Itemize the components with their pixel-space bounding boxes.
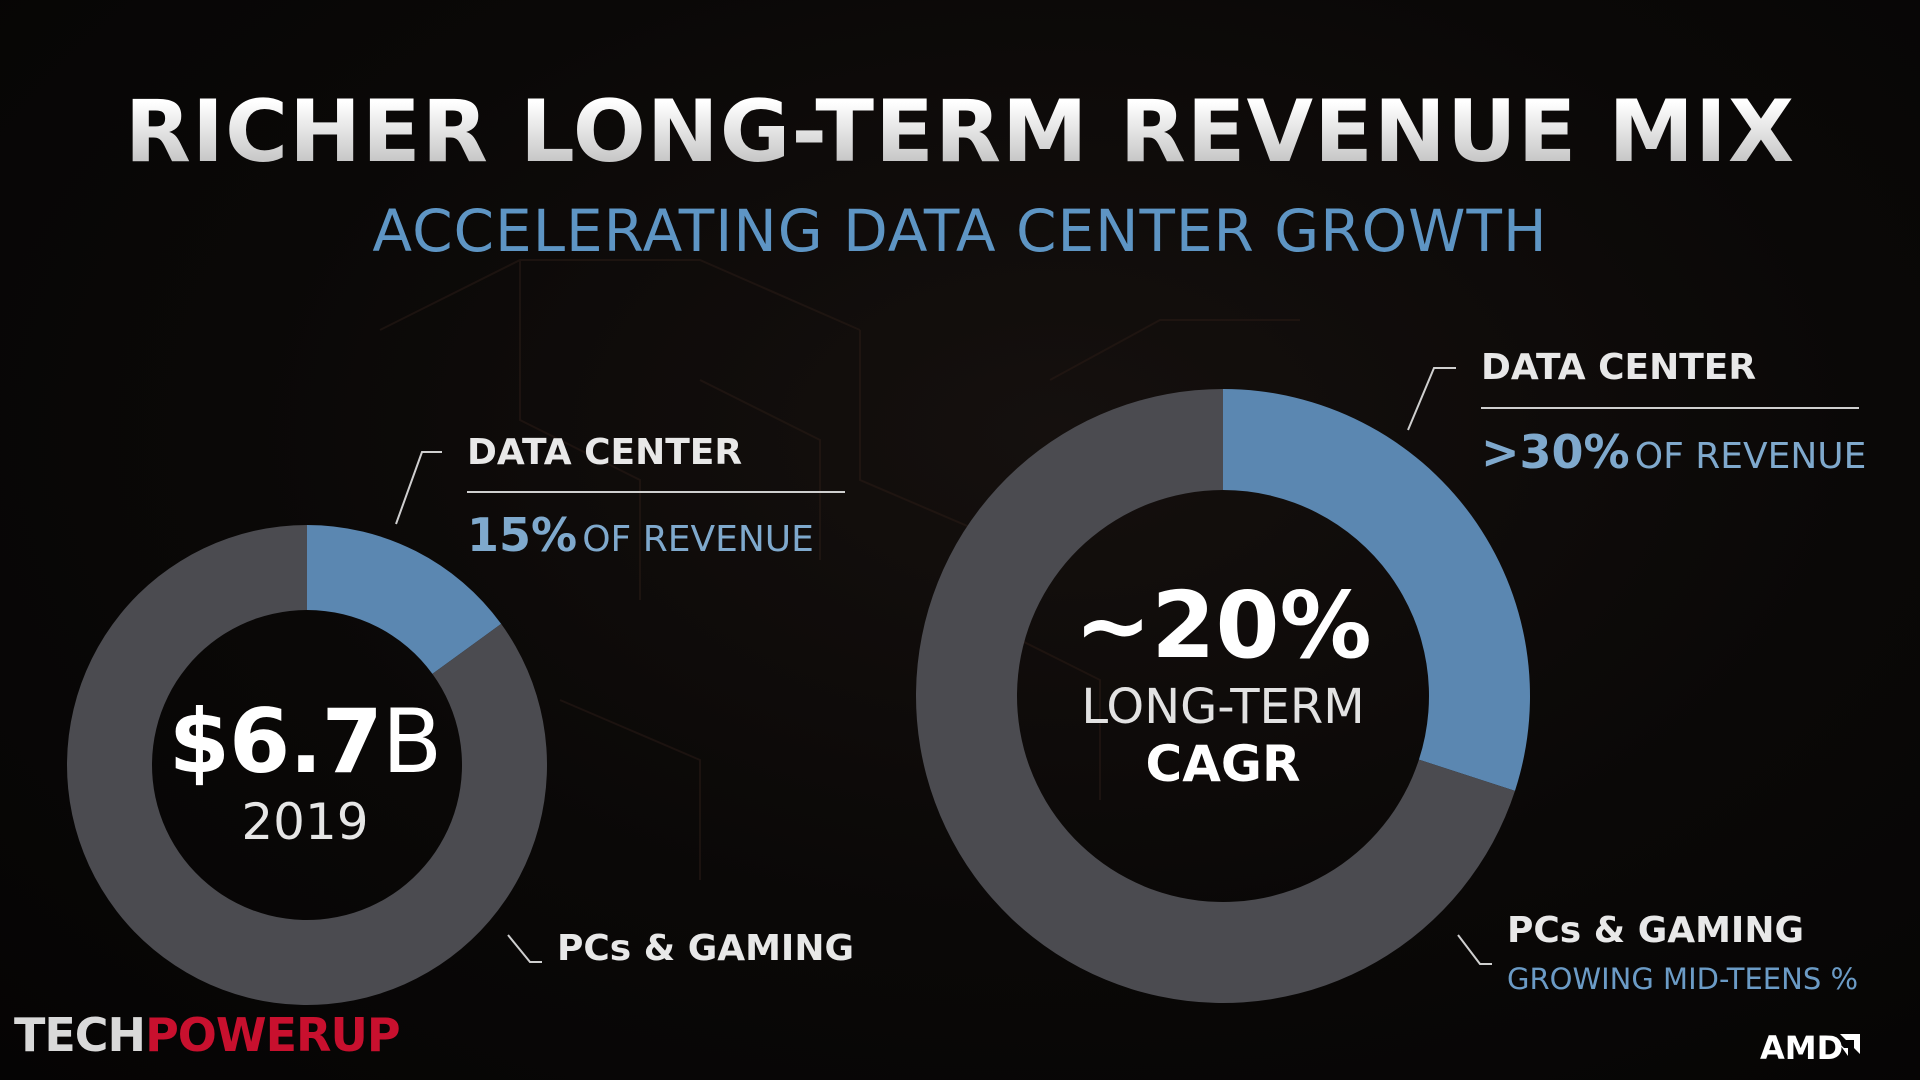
donut-long-term [915,389,1530,1003]
donut-2-slice-pcs-gaming [915,389,1515,1003]
pc-label-title-1: PCs & GAMING [557,928,854,969]
slide-subtitle: ACCELERATING DATA CENTER GROWTH [372,197,1548,265]
amd-arrow-icon [1838,1034,1860,1056]
techpowerup-watermark: TECHPOWERUP [14,1008,401,1062]
donut-2-slice-data-center [1223,389,1530,791]
dc-label-rule-1 [467,491,845,493]
watermark-part2: POWERUP [145,1008,400,1062]
donut-1-slice-pcs-gaming [67,525,547,1005]
dc-suffix-1: OF REVENUE [582,519,814,560]
dc-label-value-2: >30% OF REVENUE [1481,425,1866,479]
slide-title: RICHER LONG-TERM REVENUE MIX [0,82,1920,182]
leader-line-pc-1 [507,934,542,963]
leader-line-pc-2 [1457,934,1492,965]
dc-pct-1: 15% [467,508,578,562]
revenue-year: 2019 [241,793,369,851]
cagr-value: ~20% [1074,572,1372,679]
donut-2019 [67,525,547,1005]
donut-1-center: $6.7B 2019 [150,690,460,851]
cagr-label-line2: CAGR [1145,735,1301,793]
donut-1-slice-data-center [307,525,502,674]
cagr-label-line1: LONG-TERM [1081,679,1365,735]
dc-pct-2: >30% [1481,425,1630,479]
donut-2-center: ~20% LONG-TERM CAGR [1050,572,1396,793]
watermark-part1: TECH [14,1008,146,1062]
leader-line-dc-2 [1407,367,1456,431]
revenue-amount: $6.7B [168,690,443,793]
dc-label-title-2: DATA CENTER [1481,347,1757,388]
dc-suffix-2: OF REVENUE [1634,436,1867,477]
amd-logo-text: AMD [1760,1029,1844,1067]
dc-label-title-1: DATA CENTER [467,432,743,473]
leader-line-dc-1 [395,451,442,525]
pc-label-subtitle-2: GROWING MID-TEENS % [1507,962,1859,996]
dc-label-rule-2 [1481,407,1859,409]
dc-label-value-1: 15% OF REVENUE [467,508,814,562]
pc-label-title-2: PCs & GAMING [1507,910,1804,951]
